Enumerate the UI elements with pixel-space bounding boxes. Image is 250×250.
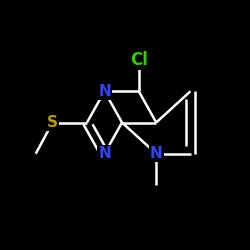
Text: S: S: [47, 115, 58, 130]
Text: N: N: [150, 146, 162, 161]
Text: Cl: Cl: [130, 51, 148, 69]
Text: N: N: [98, 146, 111, 161]
Text: N: N: [98, 84, 111, 99]
